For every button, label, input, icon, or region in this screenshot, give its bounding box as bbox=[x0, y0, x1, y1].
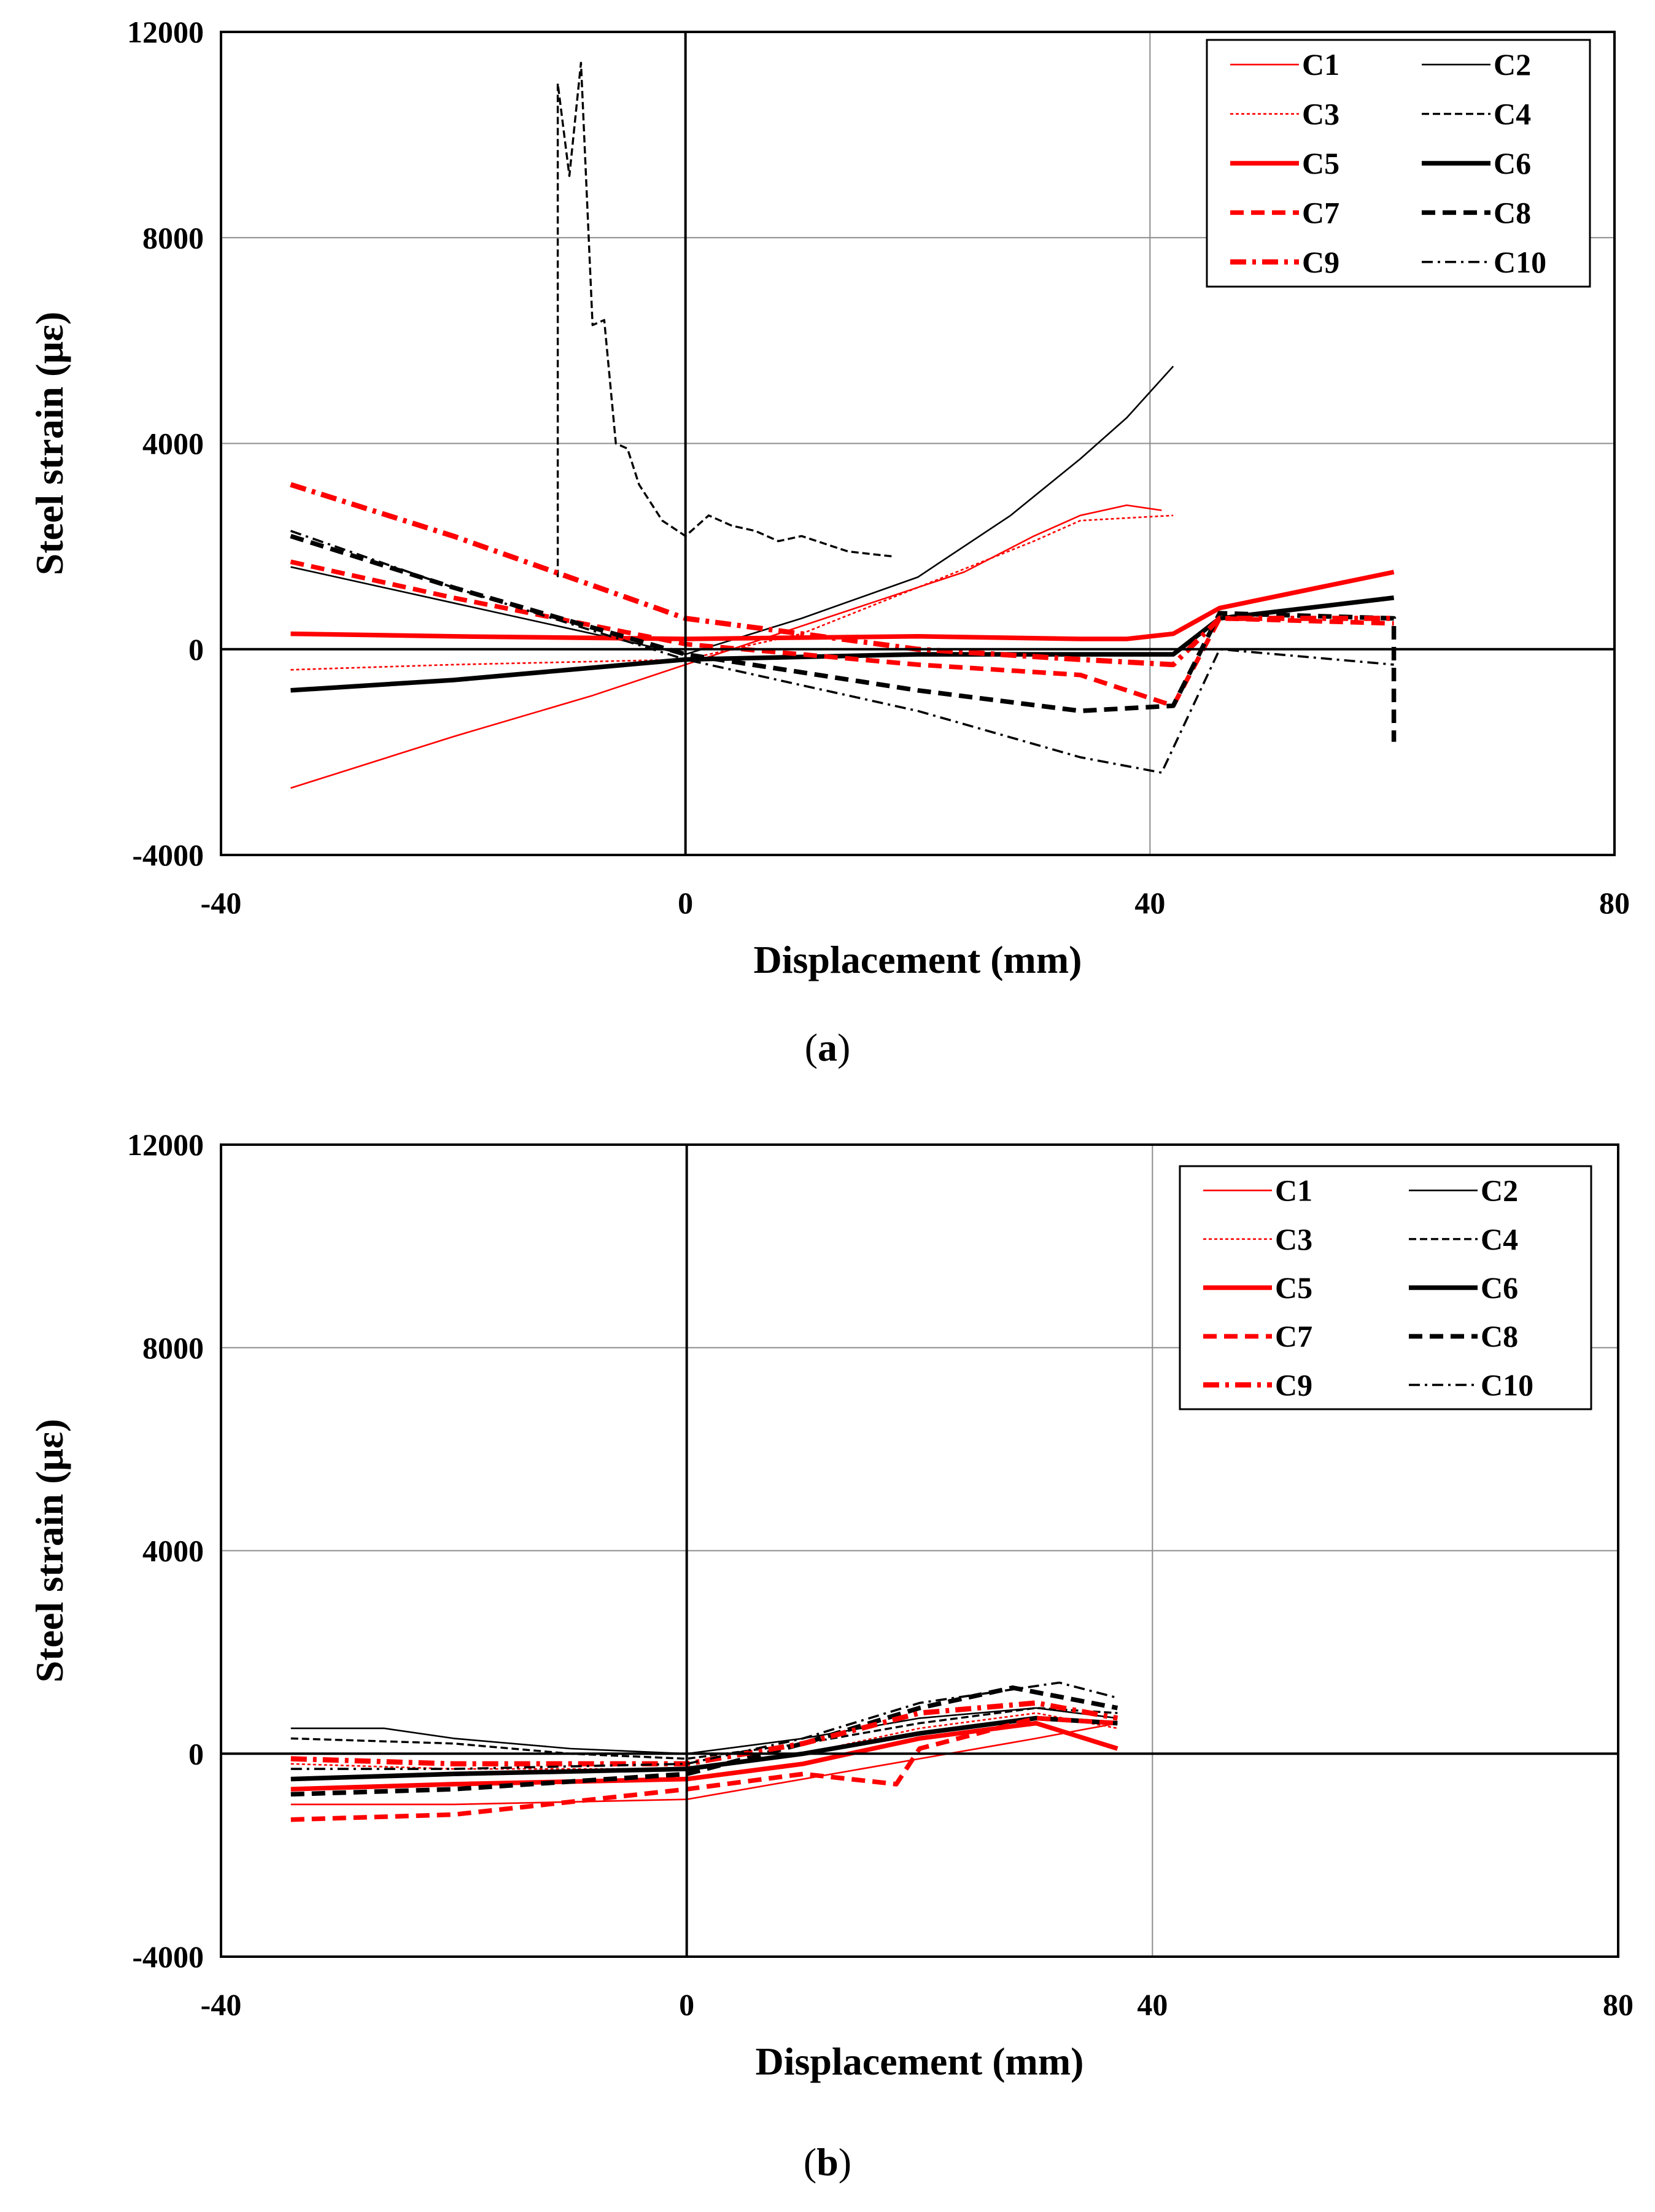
x-axis-title: Displacement (mm) bbox=[754, 938, 1082, 981]
legend-label-c6: C6 bbox=[1481, 1270, 1518, 1305]
legend-label-c5: C5 bbox=[1275, 1270, 1312, 1305]
y-tick-label: 0 bbox=[188, 1736, 204, 1771]
panel-caption-letter: a bbox=[818, 1026, 837, 1069]
series-line-c1 bbox=[290, 1722, 1118, 1806]
y-tick-label: 8000 bbox=[142, 1331, 204, 1365]
series-line-c1 bbox=[290, 504, 1162, 789]
legend-label-c6: C6 bbox=[1494, 146, 1531, 180]
panel-caption-letter: b bbox=[816, 2140, 839, 2184]
series-line-c7 bbox=[290, 559, 1394, 708]
series-line-c2 bbox=[290, 365, 1174, 655]
y-tick-label: 8000 bbox=[142, 220, 204, 255]
chart-panel-a: -4000 0 4000 8000 12000 -40 0 40 80 Displacement … bbox=[28, 15, 1630, 1069]
y-tick-label: 0 bbox=[188, 632, 204, 667]
legend-label-c10: C10 bbox=[1494, 245, 1546, 279]
legend-label-c1: C1 bbox=[1302, 47, 1339, 82]
series-line-c9 bbox=[290, 482, 1394, 668]
legend-label-c9: C9 bbox=[1302, 245, 1339, 279]
series-line-c8 bbox=[290, 533, 1397, 742]
legend-label-c5: C5 bbox=[1302, 146, 1339, 180]
y-tick-label: -4000 bbox=[132, 838, 204, 872]
plot-frame bbox=[220, 1143, 1619, 1958]
series-line-c3 bbox=[290, 1712, 1118, 1770]
x-tick-label: 0 bbox=[678, 886, 693, 920]
panel-caption: (b) bbox=[804, 2140, 851, 2184]
legend-label-c4: C4 bbox=[1494, 97, 1531, 131]
series-group bbox=[290, 61, 1397, 789]
y-axis-title: Steel strain (με) bbox=[28, 312, 71, 576]
series-line-c10 bbox=[290, 1681, 1118, 1770]
x-tick-label: -40 bbox=[201, 1987, 242, 2022]
legend: C1 C2 C3 C4 C5 C6 C7 C8 C9 C10 bbox=[1206, 39, 1591, 288]
x-tick-label: 0 bbox=[679, 1987, 694, 2022]
legend-label-c1: C1 bbox=[1275, 1174, 1312, 1208]
y-tick-label: 4000 bbox=[142, 1534, 204, 1568]
y-tick-label: 4000 bbox=[142, 427, 204, 461]
series-line-c9 bbox=[290, 1700, 1118, 1767]
legend-label-c3: C3 bbox=[1275, 1222, 1312, 1256]
x-tick-label: 40 bbox=[1134, 886, 1165, 920]
y-tick-label: 12000 bbox=[127, 15, 204, 49]
x-tick-label: 40 bbox=[1137, 1987, 1168, 2022]
series-line-c10 bbox=[290, 530, 1394, 774]
legend-label-c2: C2 bbox=[1494, 47, 1531, 82]
legend-label-c8: C8 bbox=[1494, 195, 1531, 230]
x-tick-label: 80 bbox=[1603, 1987, 1634, 2022]
series-line-c5 bbox=[290, 570, 1395, 641]
x-tick-label: 80 bbox=[1599, 886, 1630, 920]
x-axis-title: Displacement (mm) bbox=[756, 2040, 1084, 2083]
x-tick-label: -40 bbox=[201, 886, 242, 920]
plot-frame bbox=[220, 31, 1616, 856]
legend-label-c4: C4 bbox=[1481, 1222, 1518, 1256]
series-group bbox=[290, 1681, 1118, 1822]
series-line-c3 bbox=[290, 514, 1174, 671]
legend: C1 C2 C3 C4 C5 C6 C7 C8 C9 C10 bbox=[1179, 1165, 1592, 1410]
legend-label-c8: C8 bbox=[1481, 1319, 1518, 1353]
legend-label-c3: C3 bbox=[1302, 97, 1339, 131]
legend-label-c7: C7 bbox=[1302, 195, 1339, 230]
panel-caption: (a) bbox=[805, 1026, 851, 1069]
legend-label-c9: C9 bbox=[1275, 1367, 1312, 1402]
legend-label-c7: C7 bbox=[1275, 1319, 1312, 1353]
y-tick-label: -4000 bbox=[132, 1939, 204, 1974]
y-tick-label: 12000 bbox=[127, 1127, 204, 1162]
series-line-c8 bbox=[290, 1685, 1118, 1797]
legend-label-c2: C2 bbox=[1481, 1174, 1518, 1208]
y-axis-title: Steel strain (με) bbox=[28, 1419, 71, 1683]
series-line-c4 bbox=[556, 61, 895, 578]
chart-panel-b: -4000 0 4000 8000 12000 -40 0 40 80 Displacement … bbox=[28, 1127, 1634, 2184]
series-line-c5 bbox=[290, 1720, 1118, 1792]
legend-label-c10: C10 bbox=[1481, 1367, 1533, 1402]
